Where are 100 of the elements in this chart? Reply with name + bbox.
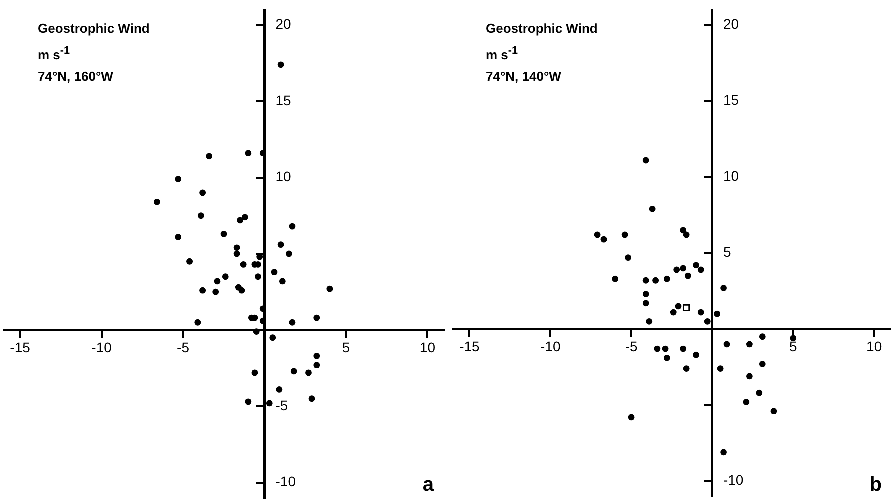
text: m s$^{-1}$ [38, 44, 72, 64]
point [326, 286, 334, 292]
point [670, 309, 677, 316]
point [680, 346, 687, 352]
point [684, 272, 692, 280]
point [154, 198, 160, 206]
point [234, 244, 240, 252]
point [720, 285, 727, 292]
point [674, 266, 680, 274]
point [693, 352, 700, 358]
text: Geostrophic Wind [38, 20, 150, 38]
point [286, 250, 292, 258]
x-tick-label: 5 [789, 338, 798, 355]
point [198, 212, 204, 220]
y-tick-label: 10 [723, 168, 740, 184]
point [664, 354, 670, 362]
point [240, 261, 247, 268]
point [237, 217, 244, 224]
y-tick-label: -10 [276, 474, 296, 490]
point [220, 230, 228, 238]
annotation: 74°N, 140°W [486, 68, 562, 86]
point [308, 396, 316, 402]
point [759, 334, 766, 340]
y-tick-label: 15 [276, 92, 292, 108]
point [642, 300, 650, 307]
point [214, 278, 221, 285]
point [683, 232, 690, 238]
point [680, 265, 687, 272]
point [649, 206, 656, 212]
point [642, 277, 650, 284]
point [242, 214, 248, 221]
point [654, 346, 661, 352]
point [290, 368, 298, 375]
point [206, 153, 213, 160]
point [698, 266, 704, 274]
point [698, 309, 704, 316]
x-tick-label: 10 [420, 340, 436, 356]
point [314, 314, 320, 322]
point [252, 370, 258, 376]
point [245, 398, 252, 406]
point [175, 176, 182, 182]
point [270, 334, 276, 342]
annotation: b [870, 474, 882, 496]
point [175, 234, 182, 240]
y-tick-label: 15 [723, 92, 740, 108]
text: Geostrophic Wind [486, 20, 598, 38]
point [238, 287, 246, 294]
point [675, 303, 682, 310]
point [642, 157, 650, 164]
y-tick-label: 10 [276, 168, 292, 185]
point [746, 373, 753, 380]
x-tick-label: -5 [177, 340, 190, 356]
y-tick-label: 20 [723, 16, 740, 32]
point [306, 370, 312, 376]
point [212, 288, 220, 296]
point [622, 232, 628, 238]
point [245, 150, 252, 157]
point [289, 319, 296, 326]
point [612, 276, 619, 282]
point [683, 366, 690, 372]
y-tick-label: -5 [276, 397, 288, 414]
point [646, 318, 653, 325]
point [642, 291, 650, 298]
annotation: a [422, 474, 434, 496]
point [266, 400, 273, 407]
point [756, 390, 763, 396]
point [662, 346, 669, 352]
point [200, 287, 206, 294]
point [194, 319, 202, 326]
point [271, 269, 278, 276]
point [186, 258, 193, 265]
point [717, 366, 724, 372]
point [200, 190, 206, 196]
point [759, 361, 766, 368]
point [594, 232, 601, 238]
point [743, 399, 750, 406]
x-tick-label: -10 [92, 340, 112, 356]
point [682, 304, 690, 312]
x-tick-label: 5 [342, 340, 350, 356]
point [314, 352, 320, 360]
y-tick-label: 5 [723, 244, 732, 260]
y-tick-label: 20 [276, 16, 292, 32]
point [289, 223, 296, 230]
point [625, 254, 632, 262]
text: m s$^{-1}$ [486, 44, 520, 64]
x-tick-label: -15 [460, 338, 480, 355]
annotation: 74°N, 160°W [38, 68, 114, 86]
point [664, 276, 670, 282]
point [276, 386, 283, 393]
x-tick-label: -10 [540, 338, 561, 355]
point [704, 318, 711, 325]
point [600, 236, 608, 243]
point [222, 274, 229, 280]
point [628, 414, 635, 421]
point [720, 449, 727, 456]
point [278, 242, 284, 248]
point [234, 250, 240, 258]
point [693, 262, 700, 269]
point [746, 341, 753, 348]
point [652, 277, 660, 284]
